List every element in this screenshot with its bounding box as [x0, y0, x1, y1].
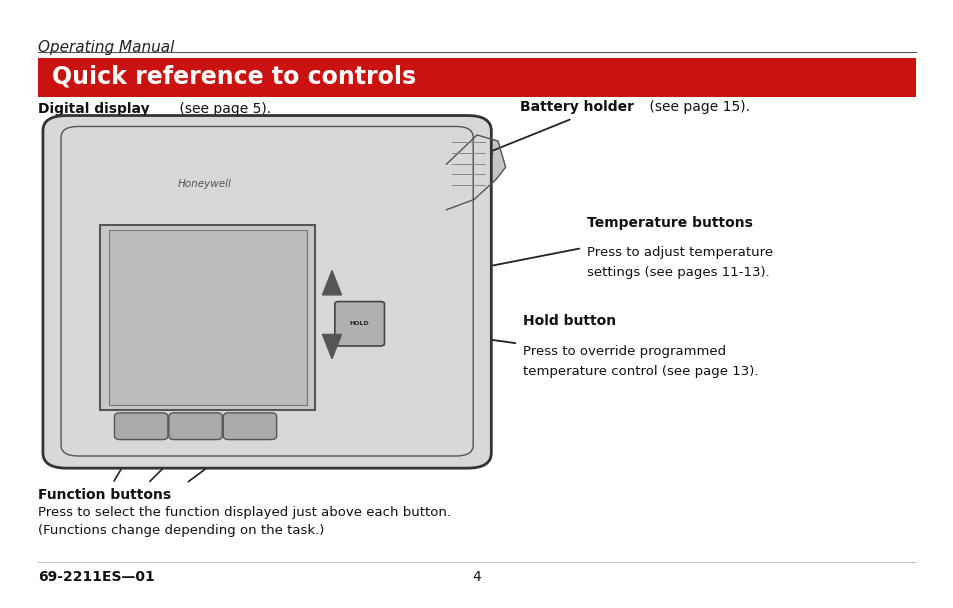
Text: M28401: M28401: [401, 435, 447, 445]
Text: Digital display: Digital display: [38, 102, 150, 116]
Text: Honeywell: Honeywell: [178, 179, 232, 189]
Text: HOLD: HOLD: [350, 321, 369, 326]
Text: Operating Manual: Operating Manual: [38, 40, 174, 55]
Polygon shape: [322, 334, 341, 359]
Text: Battery holder: Battery holder: [519, 100, 633, 114]
FancyBboxPatch shape: [223, 413, 276, 440]
Text: settings (see pages 11-13).: settings (see pages 11-13).: [586, 266, 769, 278]
Text: 69-2211ES—01: 69-2211ES—01: [38, 570, 154, 584]
Text: Quick reference to controls: Quick reference to controls: [52, 64, 416, 89]
Text: Press to select the function displayed just above each button.: Press to select the function displayed j…: [38, 506, 451, 519]
Text: Hold button: Hold button: [522, 314, 616, 328]
Text: Press to override programmed: Press to override programmed: [522, 345, 725, 358]
FancyBboxPatch shape: [43, 116, 491, 468]
Text: 4: 4: [472, 570, 481, 584]
FancyBboxPatch shape: [114, 413, 168, 440]
FancyBboxPatch shape: [335, 302, 384, 346]
Text: Temperature buttons: Temperature buttons: [586, 216, 752, 230]
FancyBboxPatch shape: [109, 230, 307, 405]
Text: (Functions change depending on the task.): (Functions change depending on the task.…: [38, 524, 324, 537]
Polygon shape: [446, 135, 505, 210]
Polygon shape: [322, 271, 341, 295]
FancyBboxPatch shape: [169, 413, 222, 440]
Text: Press to adjust temperature: Press to adjust temperature: [586, 246, 772, 259]
Text: Function buttons: Function buttons: [38, 488, 172, 502]
Text: (see page 5).: (see page 5).: [174, 102, 271, 116]
FancyBboxPatch shape: [38, 58, 915, 97]
Text: (see page 15).: (see page 15).: [644, 100, 749, 114]
Text: temperature control (see page 13).: temperature control (see page 13).: [522, 365, 758, 378]
FancyBboxPatch shape: [100, 225, 314, 410]
